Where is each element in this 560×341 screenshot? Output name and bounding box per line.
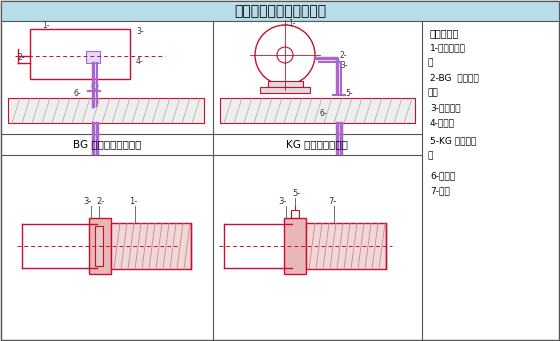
Text: 符号说明：: 符号说明：: [430, 28, 459, 38]
Text: 6-接地线: 6-接地线: [430, 172, 455, 180]
Text: 2-: 2-: [18, 54, 26, 62]
Text: 3-: 3-: [278, 197, 286, 206]
Bar: [284, 218, 306, 274]
Text: 6-: 6-: [320, 108, 328, 118]
Bar: [86, 51, 100, 63]
Bar: [220, 98, 415, 123]
Text: 6-: 6-: [73, 89, 81, 98]
Bar: [306, 223, 386, 269]
Text: BG 接线箱连接器详图: BG 接线箱连接器详图: [73, 139, 141, 149]
Bar: [260, 87, 310, 93]
Bar: [95, 226, 103, 266]
Text: 盒: 盒: [427, 59, 432, 68]
Text: 3-: 3-: [340, 61, 348, 71]
Bar: [291, 210, 299, 218]
Text: 1-: 1-: [42, 20, 49, 30]
Text: 电气配管进电动机做法图: 电气配管进电动机做法图: [234, 4, 326, 18]
Bar: [1, 1, 559, 21]
Text: 1-电动机接线: 1-电动机接线: [430, 44, 466, 53]
Bar: [111, 223, 191, 269]
Text: 3-: 3-: [83, 197, 91, 206]
Text: 接器: 接器: [427, 89, 438, 98]
Bar: [268, 81, 303, 87]
Text: 7-: 7-: [328, 197, 337, 206]
Bar: [8, 98, 204, 123]
Text: 5-: 5-: [345, 89, 353, 98]
Text: 器: 器: [427, 151, 432, 161]
Bar: [30, 29, 130, 79]
Text: 1-: 1-: [288, 18, 296, 28]
Text: 1-: 1-: [129, 197, 137, 206]
Text: 7-钢管: 7-钢管: [430, 187, 450, 195]
Text: 3-: 3-: [136, 27, 143, 35]
Text: 3-普利卡管: 3-普利卡管: [430, 104, 460, 113]
Text: 5-KG 混合连接: 5-KG 混合连接: [430, 136, 476, 146]
Text: KG 混合连接器详图: KG 混合连接器详图: [286, 139, 348, 149]
Text: 2-: 2-: [340, 50, 348, 59]
Bar: [89, 218, 111, 274]
Text: 5-: 5-: [292, 189, 300, 198]
Text: 2-BG  搂线箱连: 2-BG 搂线箱连: [430, 74, 479, 83]
Text: 2-: 2-: [96, 197, 104, 206]
Text: 4-接地卡: 4-接地卡: [430, 119, 455, 128]
Text: 4-: 4-: [136, 57, 143, 65]
